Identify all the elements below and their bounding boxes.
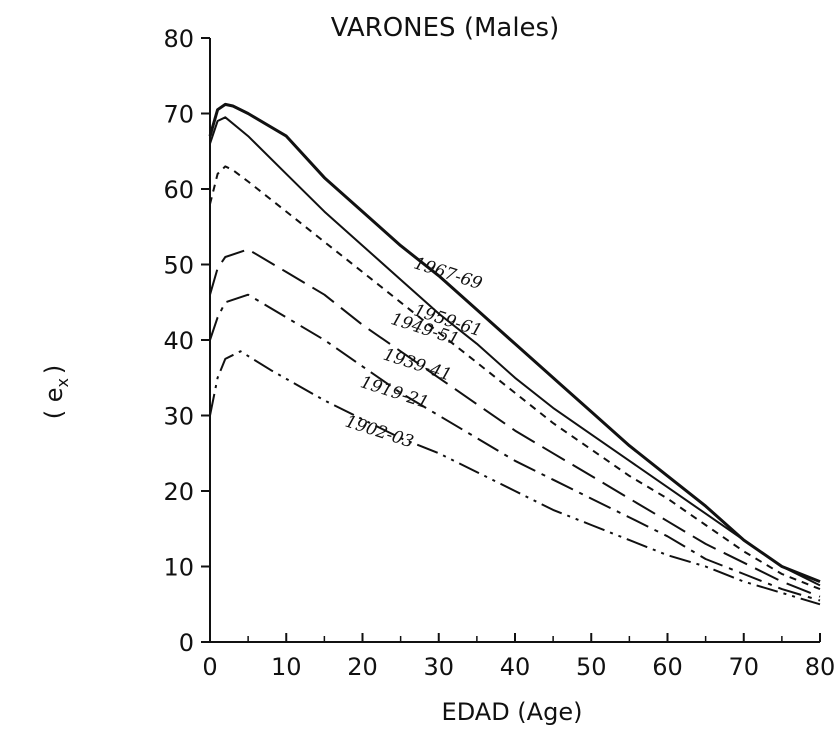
- y-axis-title-sub: x: [53, 378, 72, 387]
- x-tick-label: 10: [271, 653, 302, 681]
- y-axis-title-close: ): [40, 365, 68, 374]
- series-label: 1902-03: [343, 412, 416, 453]
- series-label: 1967-69: [411, 253, 485, 294]
- y-tick-label: 60: [163, 176, 194, 204]
- chart-title: VARONES (Males): [331, 13, 560, 43]
- series-line-1919-21: [209, 293, 821, 602]
- svg-text:( ex): ( ex): [40, 365, 72, 420]
- series-line-1949-51: [209, 165, 821, 591]
- x-tick-label: 60: [652, 653, 683, 681]
- y-axis-title-main: ( e: [40, 388, 68, 420]
- series-line-1902-03: [209, 350, 821, 606]
- series-label: 1939-41: [381, 345, 454, 386]
- x-axis-title: EDAD (Age): [442, 698, 583, 726]
- x-tick-label: 70: [728, 653, 759, 681]
- y-tick-label: 80: [163, 25, 194, 53]
- y-tick-label: 10: [163, 554, 194, 582]
- x-ticks: 0 10 20 30 40 50 60 70 80: [202, 633, 835, 681]
- x-tick-label: 40: [500, 653, 531, 681]
- y-axis-title: ( ex): [40, 365, 72, 420]
- y-tick-label: 40: [163, 327, 194, 355]
- y-tick-label: 0: [179, 629, 194, 657]
- y-tick-label: 50: [163, 252, 194, 280]
- series-line-1967-69: [208, 102, 821, 583]
- x-tick-label: 80: [805, 653, 836, 681]
- series-lines: [208, 102, 821, 606]
- y-tick-label: 20: [163, 478, 194, 506]
- series-line-1959-61: [209, 116, 821, 587]
- series-line-1939-41: [209, 248, 821, 598]
- x-tick-label: 50: [576, 653, 607, 681]
- x-tick-label: 0: [202, 653, 217, 681]
- x-tick-label: 30: [423, 653, 454, 681]
- y-tick-label: 70: [163, 101, 194, 129]
- x-tick-label: 20: [347, 653, 378, 681]
- series-label: 1919-21: [358, 372, 431, 413]
- y-ticks: 0 10 20 30 40 50 60 70 80: [163, 25, 210, 657]
- y-tick-label: 30: [163, 403, 194, 431]
